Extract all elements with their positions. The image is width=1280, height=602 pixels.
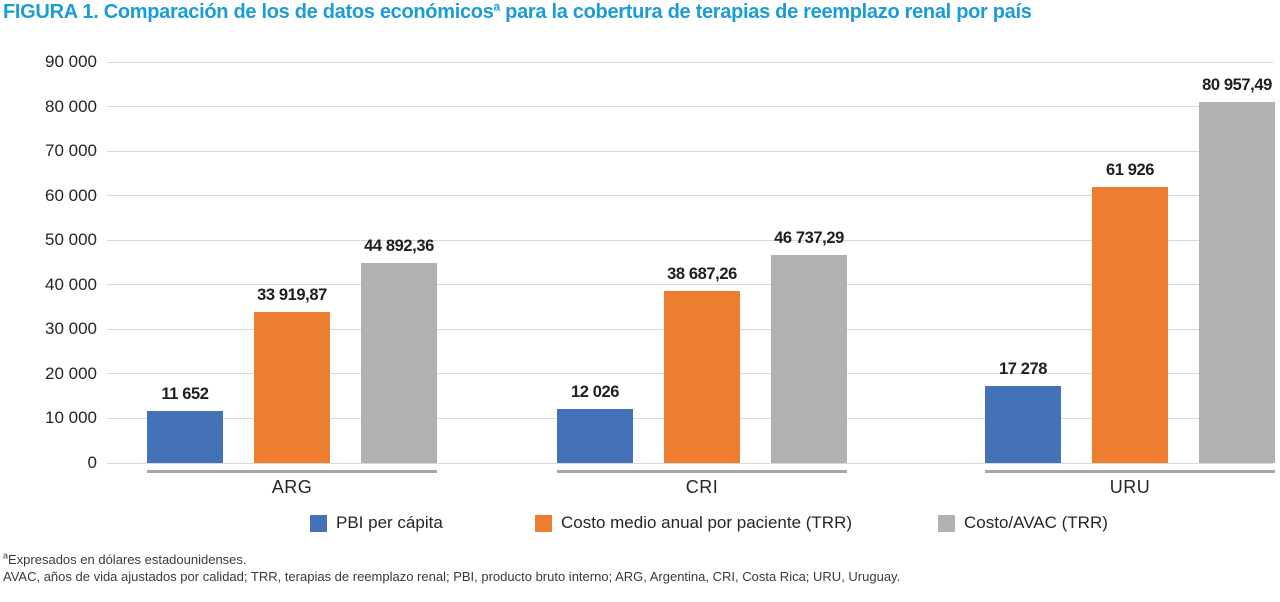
legend-label: PBI per cápita xyxy=(336,513,443,532)
category-label-arg: ARG xyxy=(271,477,313,497)
bar-value-label: 80 957,49 xyxy=(1202,76,1272,95)
bar-cri-series-3 xyxy=(771,254,847,463)
y-tick-label: 70 000 xyxy=(45,141,97,161)
legend-label: Costo/AVAC (TRR) xyxy=(964,513,1108,532)
footnotes: aExpresados en dólares estadounidenses. … xyxy=(3,551,900,585)
footnote-line-2-text: AVAC, años de vida ajustados por calidad… xyxy=(3,569,901,584)
bar-value-label: 33 919,87 xyxy=(257,285,327,304)
figure-title-text-suffix: para la cobertura de terapias de reempla… xyxy=(499,1,1032,23)
legend-item-1: PBI per cápita xyxy=(310,513,443,533)
y-axis: 0 10 000 20 000 30 000 40 000 50 000 60 000 70 … xyxy=(0,52,97,472)
gridline xyxy=(107,239,1273,241)
bar-uru-series-1 xyxy=(985,386,1061,463)
legend: PBI per cápita Costo medio anual por paci… xyxy=(0,513,1280,535)
bar-value-label: 46 737,29 xyxy=(774,228,844,247)
y-tick-label: 60 000 xyxy=(45,185,97,205)
bar-arg-series-1 xyxy=(147,411,223,463)
legend-swatch xyxy=(310,514,327,532)
bar-value-label: 38 687,26 xyxy=(667,264,737,283)
category-underline xyxy=(985,470,1275,473)
y-tick-label: 10 000 xyxy=(45,408,97,428)
bar-group-uru: 17 278 61 926 80 957,49 xyxy=(985,62,1275,463)
legend-item-2: Costo medio anual por paciente (TRR) xyxy=(535,513,852,533)
bar-value-label: 44 892,36 xyxy=(364,236,434,255)
gridline xyxy=(107,61,1273,63)
bar-arg-series-3 xyxy=(361,262,437,463)
y-tick-label: 30 000 xyxy=(45,319,97,339)
y-tick-label: 90 000 xyxy=(45,52,97,71)
bar-cri-series-2 xyxy=(664,290,740,463)
bar-group-cri: 12 026 38 687,26 46 737,29 xyxy=(557,62,847,463)
category-underline xyxy=(147,470,437,473)
x-axis: ARG CRI URU xyxy=(107,463,1275,505)
plot-area: 11 652 33 919,87 44 892,36 12 026 38 687,26 4… xyxy=(107,61,1275,464)
bar-value-label: 12 026 xyxy=(570,383,620,402)
y-tick-label: 20 000 xyxy=(45,363,97,383)
gridline xyxy=(107,150,1273,152)
bar-arg-series-2 xyxy=(254,311,330,463)
legend-swatch xyxy=(535,514,552,532)
bar-uru-series-3 xyxy=(1199,102,1275,463)
footnote-line-1: aExpresados en dólares estadounidenses. xyxy=(3,551,900,568)
y-tick-label: 80 000 xyxy=(45,96,97,116)
legend-item-3: Costo/AVAC (TRR) xyxy=(938,513,1108,533)
gridline xyxy=(107,106,1273,108)
footnote-superscript: a xyxy=(3,550,9,561)
bar-value-label: 11 652 xyxy=(161,385,209,404)
figure-title: FIGURA 1. Comparación de los de datos ec… xyxy=(3,0,1032,24)
bar-cri-series-1 xyxy=(557,409,633,463)
category-label-uru: URU xyxy=(1109,477,1151,497)
figure-title-superscript: a xyxy=(493,0,501,14)
y-tick-label: 50 000 xyxy=(45,230,97,250)
gridline xyxy=(107,462,1273,464)
footnote-line-2: AVAC, años de vida ajustados por calidad… xyxy=(3,568,900,585)
legend-label: Costo medio anual por paciente (TRR) xyxy=(561,513,853,532)
legend-swatch xyxy=(938,514,955,532)
category-underline xyxy=(557,470,847,473)
category-label-cri: CRI xyxy=(685,477,719,497)
bar-uru-series-2 xyxy=(1092,187,1168,463)
gridline xyxy=(107,195,1273,197)
y-tick-label: 0 xyxy=(87,453,97,472)
y-tick-label: 40 000 xyxy=(45,274,97,294)
footnote-line-1-text: Expresados en dólares estadounidenses. xyxy=(8,552,247,567)
bar-group-arg: 11 652 33 919,87 44 892,36 xyxy=(147,62,437,463)
bar-value-label: 61 926 xyxy=(1105,161,1155,180)
figure-title-text: FIGURA 1. Comparación de los de datos ec… xyxy=(3,1,494,23)
bar-value-label: 17 278 xyxy=(998,360,1048,379)
gridline xyxy=(107,284,1273,286)
